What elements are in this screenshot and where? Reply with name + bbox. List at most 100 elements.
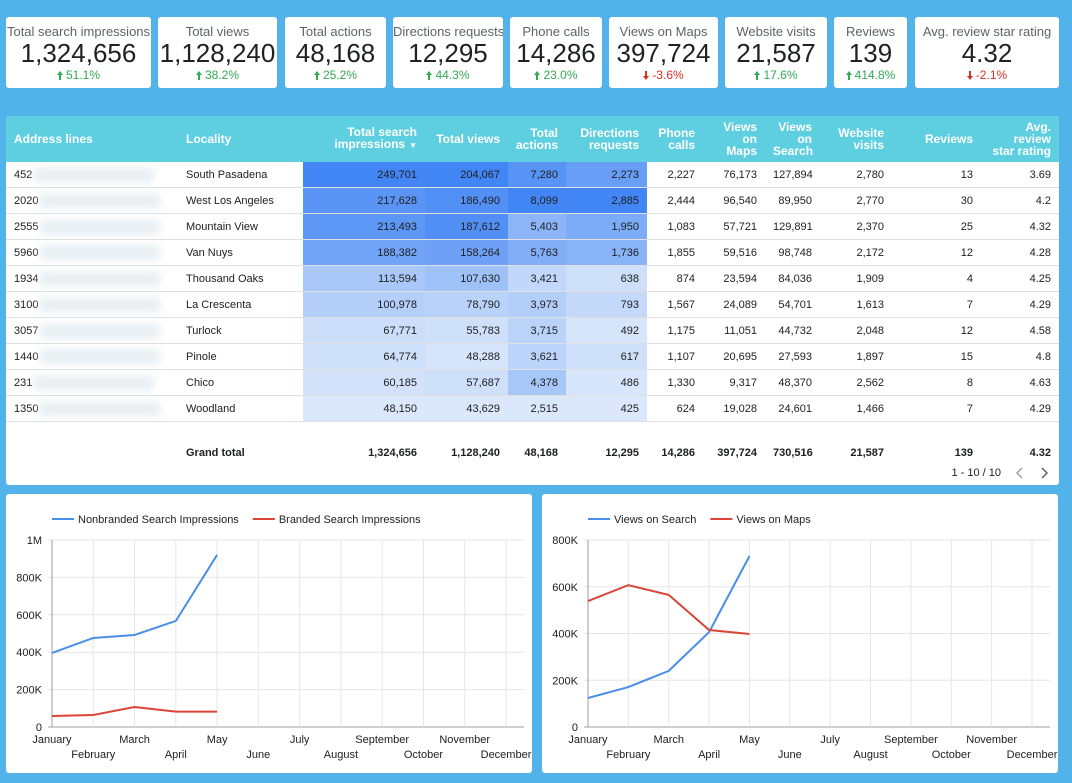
cell-text: 19,028	[723, 402, 757, 415]
table-cell: 100,978	[303, 291, 425, 318]
chart-panel: Views on Search Views on Maps 0 200K 400K 600…	[542, 494, 1058, 773]
y-tick-label: 0	[572, 722, 578, 734]
x-tick-label: October	[932, 749, 971, 761]
cell-text: 213,493	[377, 220, 417, 233]
cell-text: 7	[966, 402, 973, 415]
kpi-value: 139	[848, 38, 893, 68]
kpi-value: 21,587	[736, 38, 816, 68]
total-cell: 139	[954, 447, 973, 459]
cell-text: 452	[14, 168, 33, 181]
cell-text: 54,701	[778, 298, 812, 311]
redacted	[40, 193, 161, 208]
x-tick-label: February	[71, 749, 116, 761]
table-cell: 48,288	[425, 343, 508, 370]
total-cell: 1,324,656	[368, 447, 417, 459]
cell-text: 23,594	[723, 272, 757, 285]
cell-text: 48,370	[778, 376, 812, 389]
next-page[interactable]	[1039, 467, 1049, 479]
y-tick-label: 800K	[552, 535, 578, 547]
header-row: Address lines Locality Total search impres…	[6, 116, 1059, 162]
arrow-shape	[643, 71, 650, 80]
table-cell: 3,621	[508, 343, 566, 370]
cell-text: 1350	[14, 402, 39, 415]
kpi-change: 23.0%	[510, 68, 602, 82]
kpi-card: Website visits 21,587 17.6%	[725, 17, 827, 88]
cell-text: 186,490	[460, 194, 500, 207]
cell-text: 2,515	[530, 402, 558, 415]
cell-text: 1,330	[667, 376, 695, 389]
table-cell: 8,099	[508, 187, 566, 214]
table-panel: Address lines Locality Total search impres…	[6, 116, 1059, 485]
table-cell: 3057	[6, 317, 178, 344]
table-cell: Woodland	[178, 395, 303, 422]
table-cell: 2,273	[566, 162, 647, 188]
kpi-label: Phone calls	[522, 24, 590, 39]
table-cell: 1,736	[566, 239, 647, 266]
table-cell: 425	[566, 395, 647, 422]
table-cell: 127,894	[765, 162, 820, 188]
cell-text: 43,629	[466, 402, 500, 415]
table-cell: 2,227	[647, 162, 703, 188]
table-cell: 23,594	[703, 265, 765, 292]
table-cell: 158,264	[425, 239, 508, 266]
series-line	[51, 554, 218, 654]
total-cell: 14,286	[661, 447, 695, 459]
y-tick-label: 0	[36, 722, 42, 734]
kpi-card: Reviews 139 414.8%	[834, 17, 907, 88]
table-cell: 1934	[6, 265, 178, 292]
cell-text: 57,721	[723, 220, 757, 233]
cell-text: 9,317	[729, 376, 757, 389]
kpi-label: Website visits	[736, 24, 816, 39]
table-cell: 1440	[6, 343, 178, 370]
column-header: Avg. review star rating	[981, 116, 1059, 162]
cell-text: 89,950	[778, 194, 812, 207]
table-cell: 617	[566, 343, 647, 370]
arrow-shape	[845, 71, 852, 80]
arrow-shape	[56, 71, 63, 80]
column-header: Total search impressions ▼	[303, 116, 425, 162]
table-cell: 27,593	[765, 343, 820, 370]
cell-text: 624	[676, 402, 695, 415]
kpi-value: 48,168	[295, 38, 376, 68]
cell-text: 231	[14, 376, 33, 389]
kpi-card: Views on Maps 397,724 -3.6%	[609, 17, 718, 88]
column-title: Total search impressions	[334, 125, 417, 151]
table-cell: 9,317	[703, 369, 765, 396]
x-tick-label: February	[606, 749, 651, 761]
cell-text: 1,083	[667, 220, 695, 233]
redacted	[34, 167, 155, 182]
table-cell: 452	[6, 162, 178, 188]
cell-text: 3,421	[530, 272, 558, 285]
cell-text: 4.28	[1029, 246, 1051, 259]
cell-text: Van Nuys	[186, 246, 233, 259]
kpi-change: 51.1%	[6, 68, 151, 82]
table-cell: 96,540	[703, 187, 765, 214]
cell-text: 24,601	[778, 402, 812, 415]
kpi-change-value: 25.2%	[322, 68, 358, 82]
table-cell: 1,175	[647, 317, 703, 344]
x-tick-label: September	[884, 734, 938, 746]
cell-text: 25	[960, 220, 973, 233]
table-cell: 24,089	[703, 291, 765, 318]
kpi-label: Directions requests	[393, 24, 503, 39]
column-title: Phone calls	[658, 126, 695, 152]
cell-text: Turlock	[186, 324, 222, 337]
table-cell: 1,613	[820, 291, 892, 318]
total-label: Grand total	[186, 447, 245, 459]
table-cell: 4.29	[981, 291, 1059, 318]
kpi-change-value: -3.6%	[652, 68, 684, 82]
table-cell: 624	[647, 395, 703, 422]
table-cell: 43,629	[425, 395, 508, 422]
cell-text: 57,687	[466, 376, 500, 389]
series-line	[587, 584, 750, 635]
table-cell: 129,891	[765, 213, 820, 240]
legend-label: Views on Search	[614, 514, 696, 526]
table-row: 1440 Pinole 64,774 48,288 3,621 617 1,107 20,69…	[6, 343, 1059, 370]
cell-text: 3,621	[530, 350, 558, 363]
table-cell: 186,490	[425, 187, 508, 214]
kpi-change: 44.3%	[393, 68, 503, 82]
cell-text: 127,894	[773, 168, 813, 181]
prev-page[interactable]	[1015, 467, 1025, 479]
table-body: 452 South Pasadena 249,701 204,067 7,280 2,27…	[6, 162, 1059, 484]
cell-text: 20,695	[723, 350, 757, 363]
